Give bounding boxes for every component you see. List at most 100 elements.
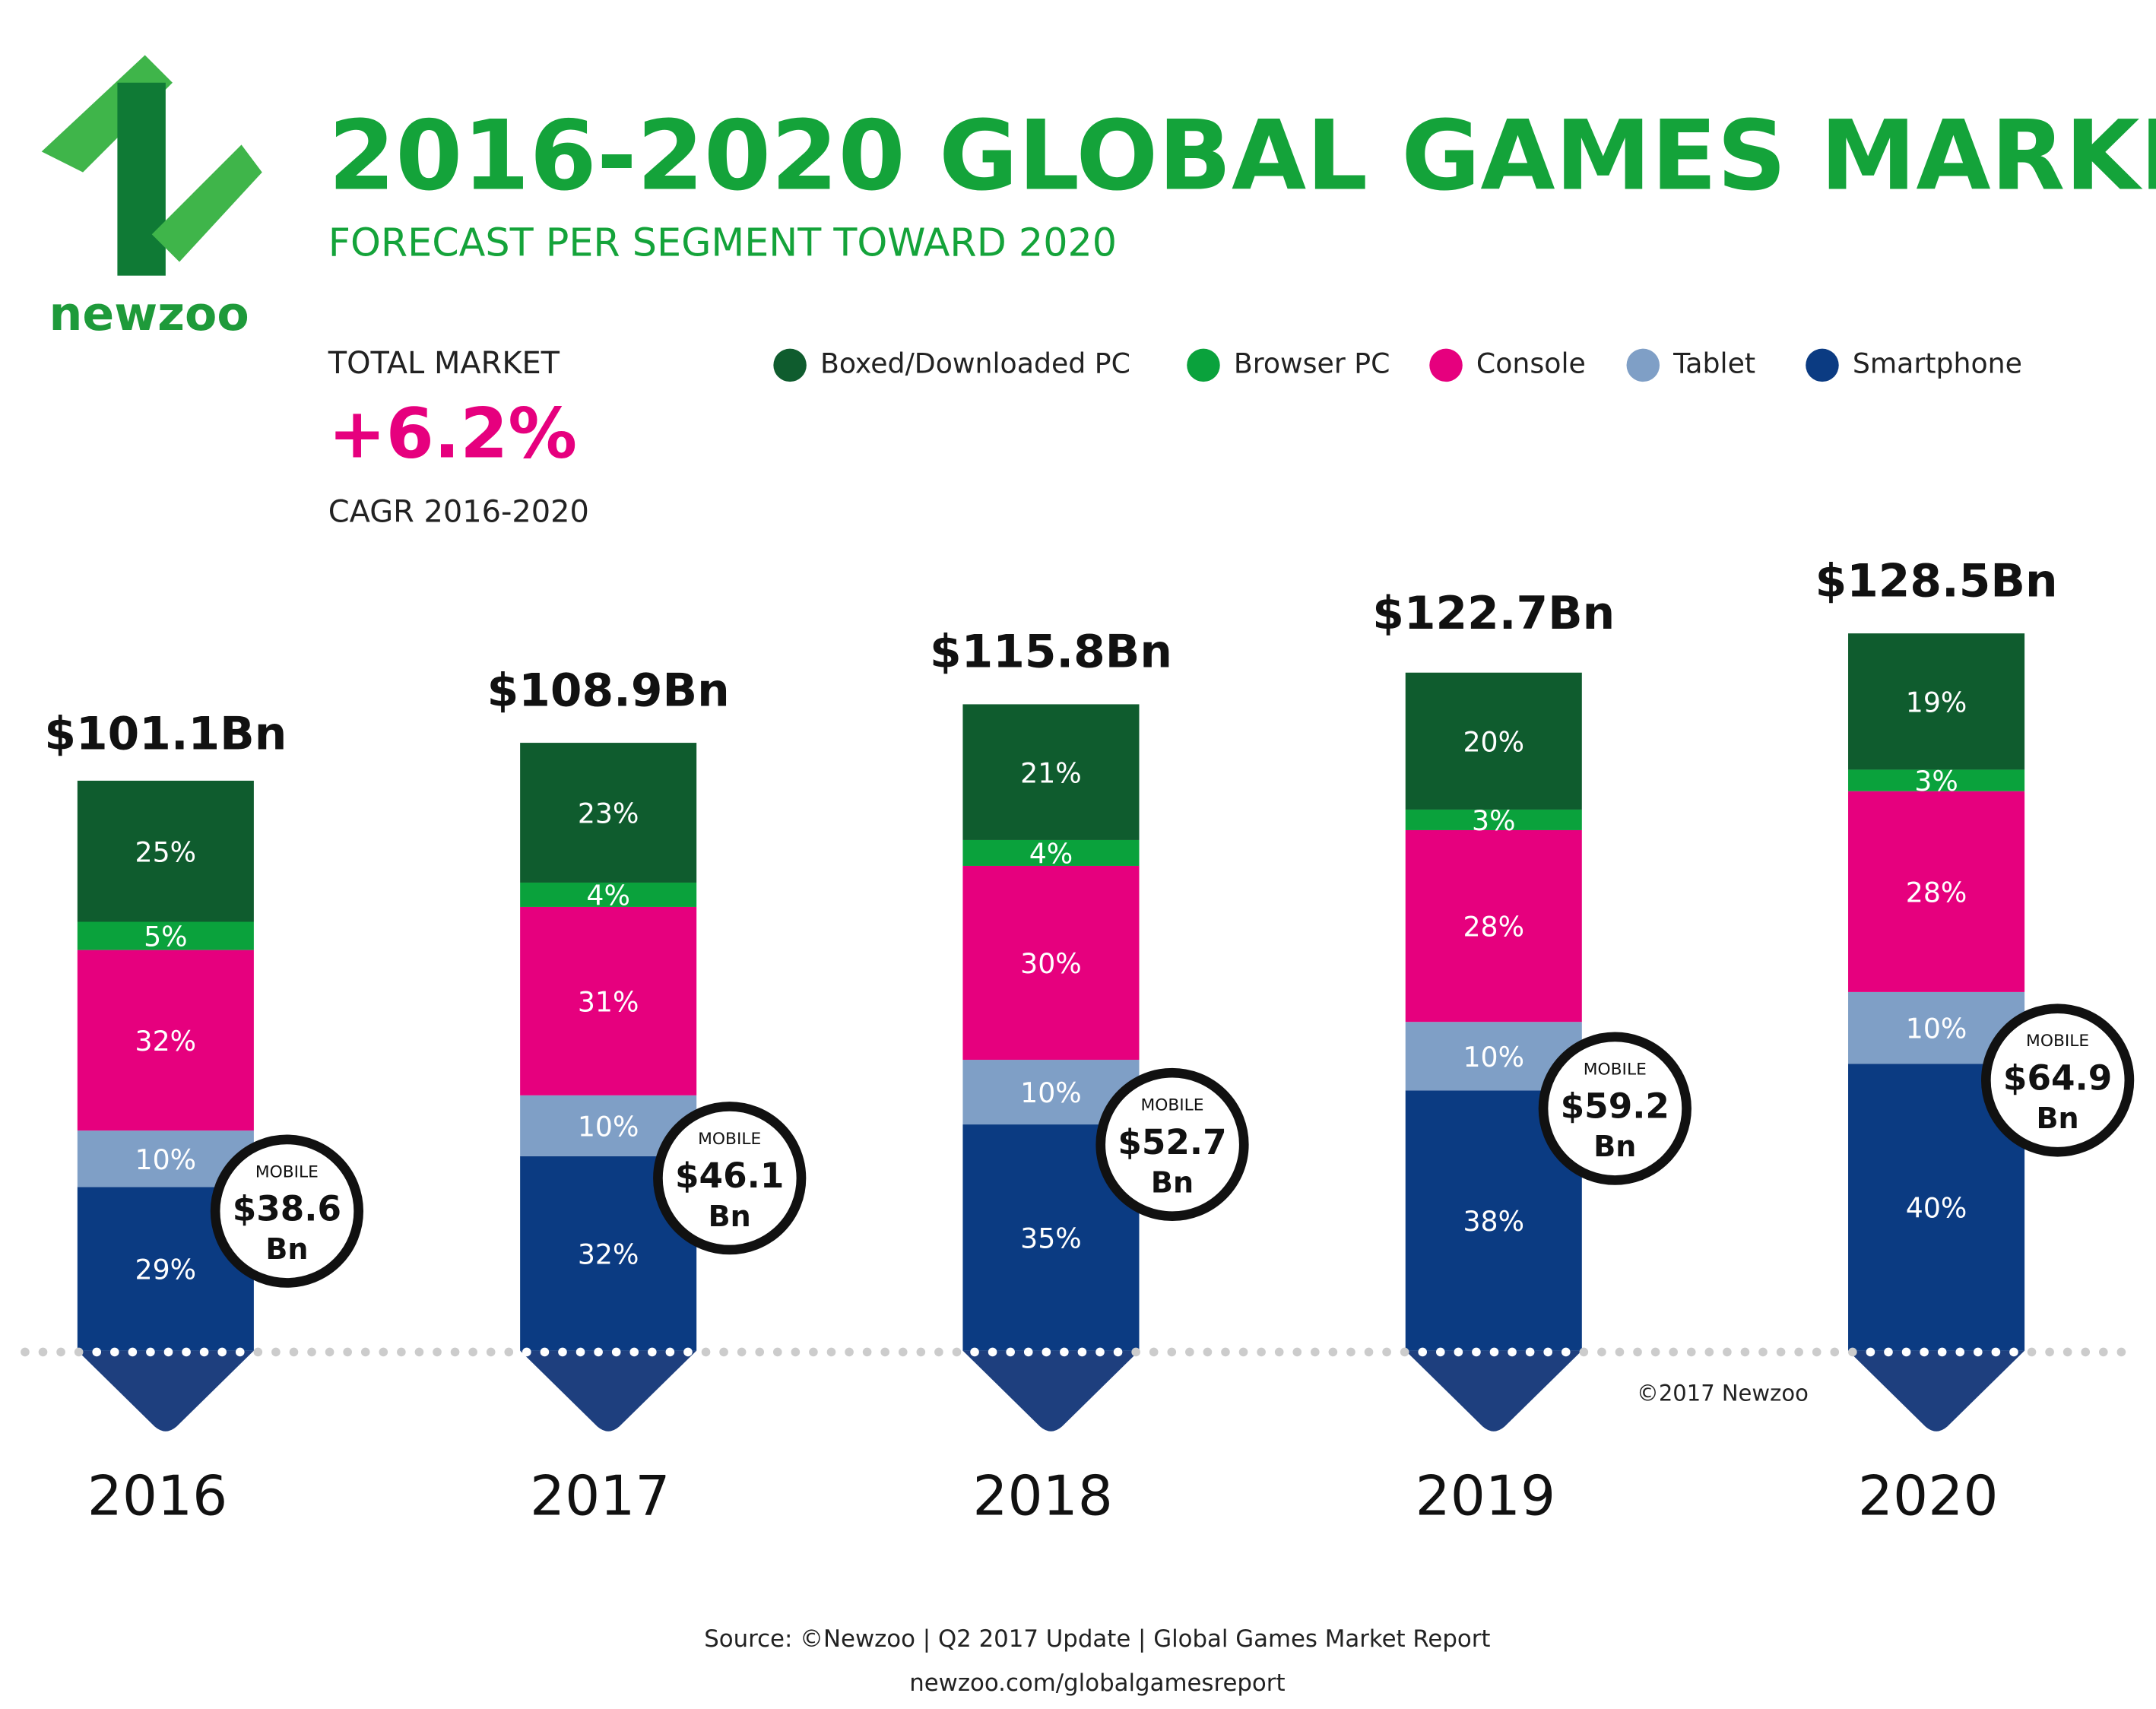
segment-label: 10%: [1020, 1076, 1082, 1109]
baseline-dot: [1400, 1347, 1409, 1357]
chart-subtitle: FORECAST PER SEGMENT TOWARD 2020: [328, 220, 1117, 265]
mobile-label: MOBILE: [1584, 1060, 1647, 1079]
baseline-dot: [2081, 1347, 2091, 1357]
baseline-dot: [540, 1347, 550, 1357]
baseline-dot: [1901, 1347, 1911, 1357]
baseline-dot: [611, 1347, 621, 1357]
bar-arrow: [1405, 1350, 1582, 1432]
segment-label: 5%: [144, 921, 188, 953]
baseline-dot: [182, 1347, 191, 1357]
segment-label: 32%: [578, 1238, 639, 1270]
mobile-label: MOBILE: [698, 1130, 761, 1149]
mobile-value: $38.6: [233, 1189, 341, 1229]
bar-segment: [77, 950, 254, 1131]
segment-label: 21%: [1020, 756, 1082, 789]
baseline-dot: [1920, 1347, 1929, 1357]
bar-segment: [1848, 633, 2025, 770]
baseline-dot: [289, 1347, 299, 1357]
bar-segment: [520, 882, 697, 907]
baseline-dot: [970, 1347, 979, 1357]
baseline-dot: [235, 1347, 245, 1357]
baseline-dot: [1311, 1347, 1320, 1357]
segment-label: 38%: [1463, 1205, 1524, 1238]
mobile-unit: Bn: [1593, 1130, 1636, 1163]
baseline-dot: [1740, 1347, 1750, 1357]
segment-label: 10%: [578, 1110, 639, 1143]
baseline-dot: [1597, 1347, 1606, 1357]
copyright: ©2017 Newzoo: [1637, 1381, 1809, 1406]
baseline-dot: [1937, 1347, 1947, 1357]
baseline-dot: [379, 1347, 388, 1357]
baseline-dot: [1131, 1347, 1140, 1357]
segment-label: 25%: [135, 835, 197, 868]
legend-swatch: [1626, 348, 1660, 382]
mobile-value: $59.2: [1561, 1086, 1669, 1127]
mobile-label: MOBILE: [1140, 1096, 1203, 1115]
baseline-dot: [56, 1347, 65, 1357]
baseline-dot: [1346, 1347, 1355, 1357]
baseline-dot: [1364, 1347, 1374, 1357]
baseline-dot: [1758, 1347, 1768, 1357]
baseline-dot: [1723, 1347, 1732, 1357]
baseline-dot: [2045, 1347, 2054, 1357]
logo-text: newzoo: [49, 287, 249, 341]
baseline-dot: [1185, 1347, 1194, 1357]
baseline-dot: [1812, 1347, 1822, 1357]
baseline-dot: [468, 1347, 477, 1357]
baseline-dot: [1095, 1347, 1105, 1357]
mobile-bubble: [210, 1134, 364, 1288]
baseline-dot: [163, 1347, 173, 1357]
chart-title: 2016-2020 GLOBAL GAMES MARKET: [328, 100, 2156, 212]
baseline-dot: [253, 1347, 263, 1357]
baseline-dot: [1274, 1347, 1284, 1357]
total-label: $122.7Bn: [1372, 587, 1615, 640]
segment-label: 19%: [1906, 686, 1967, 718]
baseline-dot: [845, 1347, 854, 1357]
mobile-bubble: [1538, 1032, 1692, 1185]
baseline-dot: [360, 1347, 370, 1357]
baseline-dot: [558, 1347, 567, 1357]
baseline-dot: [1508, 1347, 1517, 1357]
baseline-dot: [701, 1347, 711, 1357]
source: Source: ©Newzoo | Q2 2017 Update | Globa…: [704, 1625, 1490, 1653]
baseline-dot: [1615, 1347, 1625, 1357]
legend-swatch: [1187, 348, 1220, 382]
mobile-value: $64.9: [2003, 1057, 2112, 1098]
baseline-dot: [809, 1347, 818, 1357]
total-label: $101.1Bn: [44, 708, 287, 761]
baseline-dot: [271, 1347, 281, 1357]
baseline-dot: [934, 1347, 943, 1357]
baseline-dot: [755, 1347, 765, 1357]
baseline-dot: [21, 1347, 30, 1357]
total-label: $128.5Bn: [1815, 554, 2058, 607]
baseline-dot: [648, 1347, 657, 1357]
logo: newzoo: [41, 55, 262, 341]
baseline-dot: [343, 1347, 352, 1357]
baseline-dot: [1884, 1347, 1893, 1357]
baseline-dot: [1830, 1347, 1840, 1357]
baseline-dot: [1543, 1347, 1553, 1357]
year-label: 2017: [530, 1464, 671, 1528]
mobile-unit: Bn: [265, 1232, 308, 1266]
baseline-dot: [1167, 1347, 1177, 1357]
bar-segment: [1405, 672, 1582, 810]
bar-segment: [1848, 769, 2025, 791]
bar-segment: [1848, 791, 2025, 992]
baseline-dot: [1848, 1347, 1857, 1357]
baseline-dot: [1023, 1347, 1033, 1357]
kpi-value: +6.2%: [328, 394, 577, 474]
baseline-dot: [1113, 1347, 1123, 1357]
baseline-dot: [1561, 1347, 1571, 1357]
baseline-dot: [2062, 1347, 2072, 1357]
baseline-dot: [988, 1347, 997, 1357]
bar-arrow: [1848, 1350, 2025, 1432]
baseline-dot: [1669, 1347, 1678, 1357]
total-label: $115.8Bn: [930, 626, 1172, 679]
baseline-dot: [486, 1347, 496, 1357]
legend-label: Boxed/Downloaded PC: [820, 347, 1130, 379]
segment-label: 10%: [1463, 1041, 1524, 1073]
baseline-dot: [1633, 1347, 1642, 1357]
mobile-bubble: [1095, 1067, 1249, 1222]
total-label: $108.9Bn: [487, 664, 730, 717]
baseline-dot: [737, 1347, 747, 1357]
